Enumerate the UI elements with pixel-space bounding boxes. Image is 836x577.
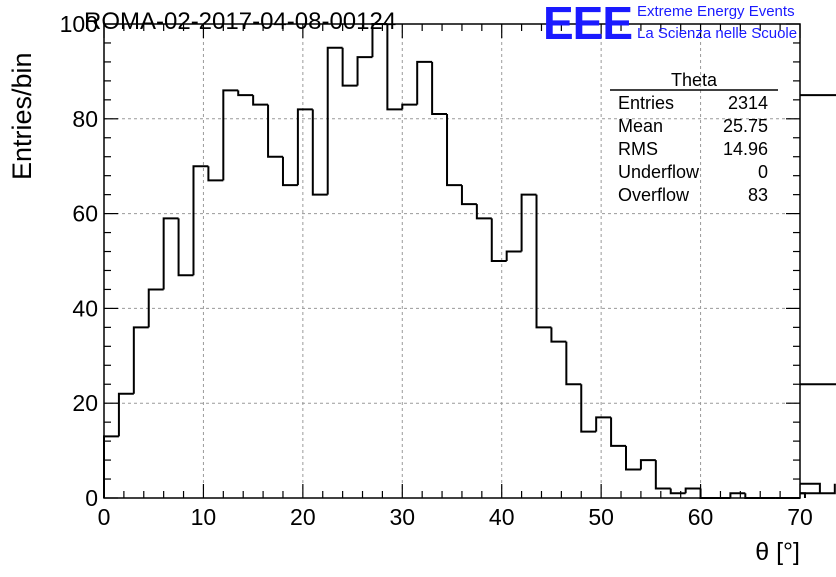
histogram-bin <box>252 95 269 106</box>
histogram-bin <box>147 288 164 328</box>
y-tick-label: 40 <box>72 295 98 321</box>
histogram-bin <box>460 185 477 206</box>
histogram-bin <box>729 492 746 498</box>
histogram-bin <box>281 156 298 187</box>
histogram-bin <box>800 482 821 494</box>
histogram-bin <box>610 417 626 447</box>
histogram-bin <box>132 326 149 394</box>
histogram-bin <box>192 165 209 276</box>
histogram-bin <box>326 46 343 195</box>
x-tick-label: 70 <box>787 504 813 530</box>
histogram-bin <box>267 104 283 158</box>
x-tick-label: 60 <box>688 504 714 530</box>
stats-box: Theta Entries 2314 Mean 25.75 RMS 14.96 Underfl… <box>610 70 778 205</box>
y-tick-label: 80 <box>72 106 98 132</box>
eee-logo-line-1: Extreme Energy Events <box>637 3 795 20</box>
histogram-bin <box>207 166 224 182</box>
x-tick-label: 40 <box>489 504 515 530</box>
histogram-bin <box>386 24 403 111</box>
y-tick-label: 100 <box>60 11 98 37</box>
histogram-bin <box>800 94 836 97</box>
y-tick-label: 20 <box>72 390 98 416</box>
histogram-bin <box>117 392 134 437</box>
histogram-bin <box>639 459 656 470</box>
histogram-bin <box>416 60 433 105</box>
histogram-bin <box>222 89 239 181</box>
eee-logo: EEE <box>543 0 633 49</box>
histogram-bin <box>699 488 716 499</box>
axes <box>103 23 801 499</box>
stats-row-value: 25.75 <box>723 116 768 136</box>
histogram-bin <box>237 90 254 97</box>
histogram-bin <box>535 194 552 329</box>
histogram-bin <box>446 114 462 187</box>
histogram-bin <box>625 445 641 471</box>
histogram-bin <box>296 108 313 186</box>
stats-row-label: Mean <box>618 116 663 136</box>
stats-row-label: Entries <box>618 93 674 113</box>
histogram-bin <box>580 384 597 433</box>
x-tick-label: 30 <box>389 504 415 530</box>
stats-row-label: RMS <box>618 139 658 159</box>
stats-row-label: Underflow <box>618 162 700 182</box>
histogram-bin <box>341 47 358 87</box>
histogram-bin <box>311 109 328 196</box>
histogram-bin <box>103 435 119 498</box>
stats-row-value: 14.96 <box>723 139 768 159</box>
x-axis-label: θ [°] <box>755 538 800 566</box>
histogram-bin <box>162 217 179 290</box>
run-title: ROMA-02-2017-04-08-00124 <box>84 8 397 35</box>
plot-frame <box>103 23 801 499</box>
histogram-bin <box>744 493 761 499</box>
histogram-bin <box>800 483 836 495</box>
histogram-bin <box>431 61 448 116</box>
histogram-bin <box>505 250 522 261</box>
histogram-bin <box>520 193 537 252</box>
histogram-bin <box>550 327 567 343</box>
y-axis-label: Entries/bin <box>7 52 37 180</box>
histogram-bars <box>103 23 836 499</box>
histogram-bin <box>490 218 507 262</box>
eee-logo-line-2: La Scienza nelle Scuole <box>637 25 798 42</box>
histogram-bin <box>177 218 194 277</box>
stats-row-value: 83 <box>748 185 768 205</box>
histogram-bin <box>401 103 418 110</box>
x-tick-label: 10 <box>191 504 217 530</box>
histogram-bin <box>800 383 836 386</box>
histogram-bin <box>684 487 701 494</box>
histogram-bin <box>654 460 671 490</box>
y-tick-label: 60 <box>72 201 98 227</box>
x-tick-label: 20 <box>290 504 316 530</box>
histogram-bin <box>595 416 612 432</box>
stats-row-value: 2314 <box>728 93 768 113</box>
histogram-bin <box>565 341 582 386</box>
tick-labels: 0 10 20 30 40 50 60 70 0 20 40 60 80 100 <box>60 11 813 530</box>
y-tick-label: 0 <box>85 485 98 511</box>
histogram-bin <box>475 204 492 220</box>
x-tick-label: 50 <box>588 504 614 530</box>
stats-row-label: Overflow <box>618 185 690 205</box>
histogram-bin <box>669 488 686 495</box>
stats-box-title: Theta <box>671 70 718 90</box>
histogram-bin <box>356 56 373 86</box>
y-axis-label-wrapper: Entries/bin <box>0 0 60 205</box>
grid-lines <box>104 24 800 498</box>
y-axis-label-svg: Entries/bin <box>7 52 37 180</box>
histogram-bin <box>371 23 388 58</box>
stats-row-value: 0 <box>758 162 768 182</box>
x-tick-label: 0 <box>98 504 111 530</box>
